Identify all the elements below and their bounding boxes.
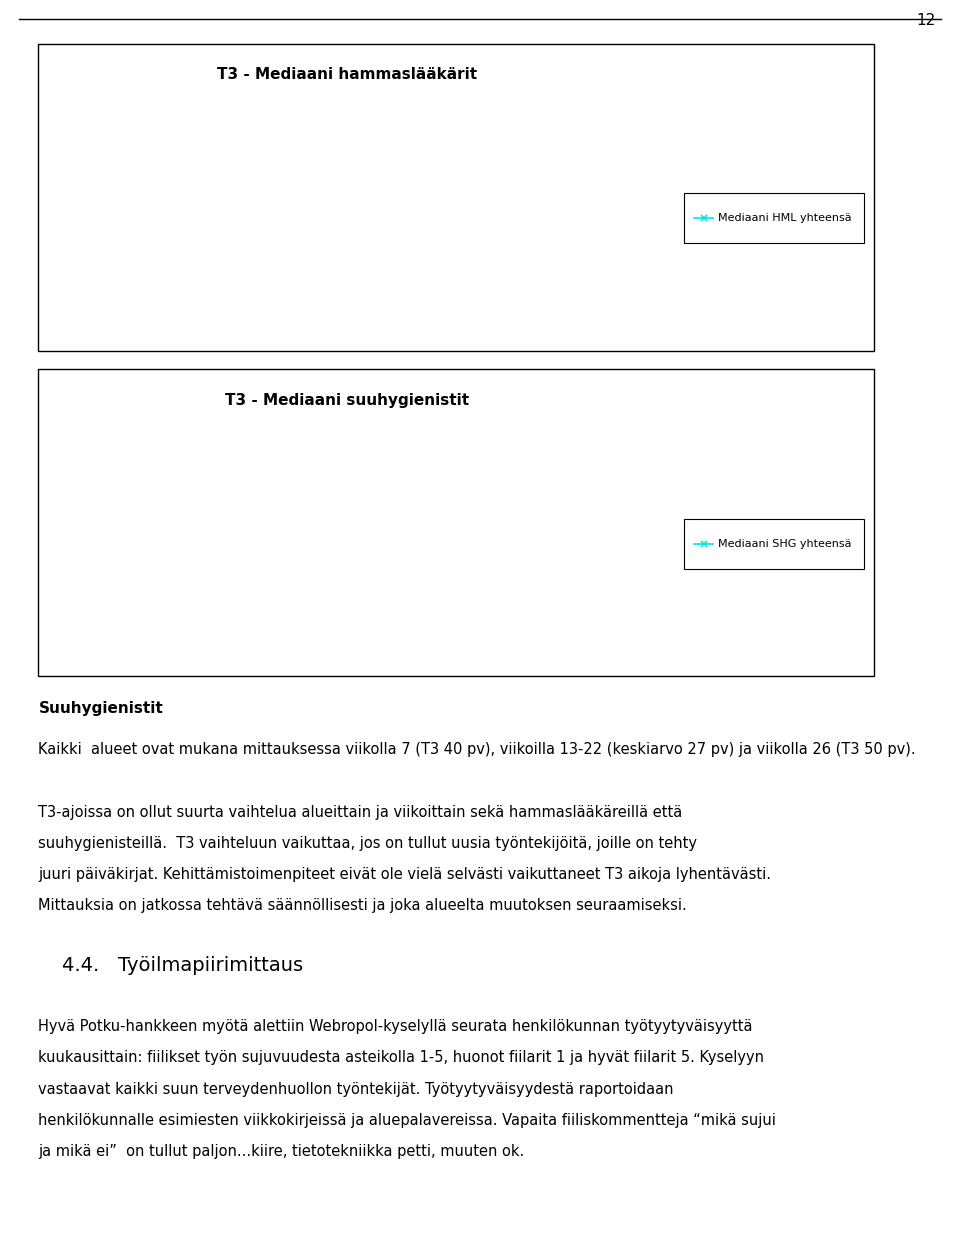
Text: T3 - Mediaani hammaslääkärit: T3 - Mediaani hammaslääkärit xyxy=(217,68,477,81)
Text: suuhygienisteillä.  T3 vaihteluun vaikuttaa, jos on tullut uusia työntekijöitä, : suuhygienisteillä. T3 vaihteluun vaikutt… xyxy=(38,836,697,851)
Text: 4.4.   Työilmapiirimittaus: 4.4. Työilmapiirimittaus xyxy=(62,957,303,975)
Text: T3 - Mediaani suuhygienistit: T3 - Mediaani suuhygienistit xyxy=(226,393,469,407)
Text: vastaavat kaikki suun terveydenhuollon työntekijät. Työtyytyväisyydestä raportoi: vastaavat kaikki suun terveydenhuollon t… xyxy=(38,1082,674,1097)
Text: kuukausittain: fiilikset työn sujuvuudesta asteikolla 1-5, huonot fiilarit 1 ja : kuukausittain: fiilikset työn sujuvuudes… xyxy=(38,1050,764,1065)
Text: Kaikki  alueet ovat mukana mittauksessa viikolla 7 (T3 40 pv), viikoilla 13-22 (: Kaikki alueet ovat mukana mittauksessa v… xyxy=(38,741,916,756)
Text: Mediaani SHG yhteensä: Mediaani SHG yhteensä xyxy=(718,538,852,548)
Text: T3-ajoissa on ollut suurta vaihtelua alueittain ja viikoittain sekä hammaslääkär: T3-ajoissa on ollut suurta vaihtelua alu… xyxy=(38,805,683,820)
Text: Suuhygienistit: Suuhygienistit xyxy=(38,701,163,716)
Text: ja mikä ei”  on tullut paljon...kiire, tietotekniikka petti, muuten ok.: ja mikä ei” on tullut paljon...kiire, ti… xyxy=(38,1144,525,1159)
Text: Mediaani HML yhteensä: Mediaani HML yhteensä xyxy=(718,213,852,223)
Text: 12: 12 xyxy=(917,13,936,28)
Text: Hyvä Potku-hankkeen myötä alettiin Webropol-kyselyllä seurata henkilökunnan työt: Hyvä Potku-hankkeen myötä alettiin Webro… xyxy=(38,1019,753,1034)
Text: henkilökunnalle esimiesten viikkokirjeissä ja aluepalavereissa. Vapaita fiilisko: henkilökunnalle esimiesten viikkokirjeis… xyxy=(38,1113,777,1128)
Text: Mittauksia on jatkossa tehtävä säännöllisesti ja joka alueelta muutoksen seuraam: Mittauksia on jatkossa tehtävä säännölli… xyxy=(38,898,687,913)
Text: juuri päiväkirjat. Kehittämistoimenpiteet eivät ole vielä selvästi vaikuttaneet : juuri päiväkirjat. Kehittämistoimenpitee… xyxy=(38,866,772,881)
